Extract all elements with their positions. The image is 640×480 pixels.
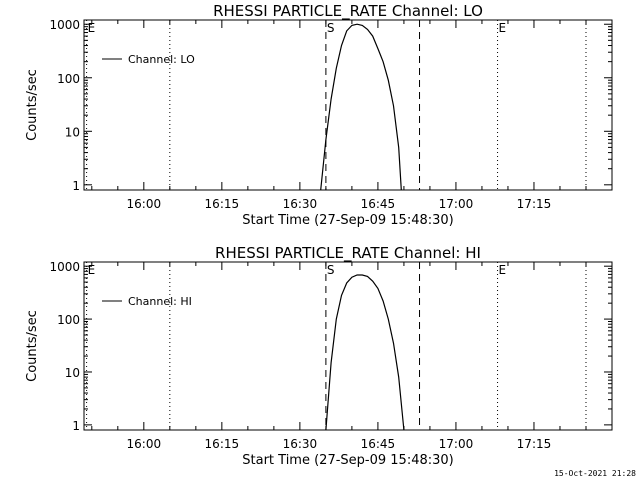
series-line: [320, 23, 402, 191]
marker-label: S: [327, 263, 335, 277]
chart-title: RHESSI PARTICLE_RATE Channel: LO: [213, 2, 483, 21]
y-tick-label: 1000: [49, 260, 80, 274]
marker-label: E: [499, 263, 507, 277]
chart-panel-1: RHESSI PARTICLE_RATE Channel: LO Counts/s…: [25, 2, 613, 228]
plot-frame: [83, 261, 613, 431]
series-line: [325, 274, 405, 431]
x-tick-label: 16:15: [205, 197, 240, 211]
x-tick-label: 17:15: [517, 437, 552, 451]
x-tick-label: 16:45: [361, 197, 396, 211]
marker-label: S: [327, 21, 335, 35]
chart-title: RHESSI PARTICLE_RATE Channel: HI: [215, 244, 481, 263]
x-tick-label: 16:45: [361, 437, 396, 451]
legend-label: Channel: HI: [128, 295, 192, 308]
y-tick-label: 100: [57, 72, 80, 86]
x-tick-label: 16:00: [127, 437, 162, 451]
x-tick-label: 17:00: [439, 437, 474, 451]
marker-label: E: [88, 21, 96, 35]
x-tick-label: 16:30: [283, 437, 318, 451]
marker-label: E: [88, 263, 96, 277]
chart-panel-2: RHESSI PARTICLE_RATE Channel: HI Counts/s…: [25, 244, 613, 468]
y-tick-label: 1000: [49, 18, 80, 32]
y-tick-label: 10: [65, 366, 80, 380]
x-tick-label: 16:15: [205, 437, 240, 451]
y-axis-label: Counts/sec: [25, 310, 40, 382]
marker-label: E: [499, 21, 507, 35]
x-axis-label: Start Time (27-Sep-09 15:48:30): [242, 213, 453, 228]
x-tick-label: 17:15: [517, 197, 552, 211]
y-tick-label: 100: [57, 313, 80, 327]
x-axis-label: Start Time (27-Sep-09 15:48:30): [242, 453, 453, 468]
y-tick-label: 10: [65, 125, 80, 139]
y-tick-label: 1: [72, 179, 80, 193]
x-tick-label: 17:00: [439, 197, 474, 211]
legend-label: Channel: LO: [128, 53, 195, 66]
plot-frame: [83, 19, 613, 191]
x-tick-label: 16:00: [127, 197, 162, 211]
y-axis-label: Counts/sec: [25, 69, 40, 141]
timestamp: 15-Oct-2021 21:28: [554, 469, 636, 478]
x-tick-label: 16:30: [283, 197, 318, 211]
y-tick-label: 1: [72, 419, 80, 433]
